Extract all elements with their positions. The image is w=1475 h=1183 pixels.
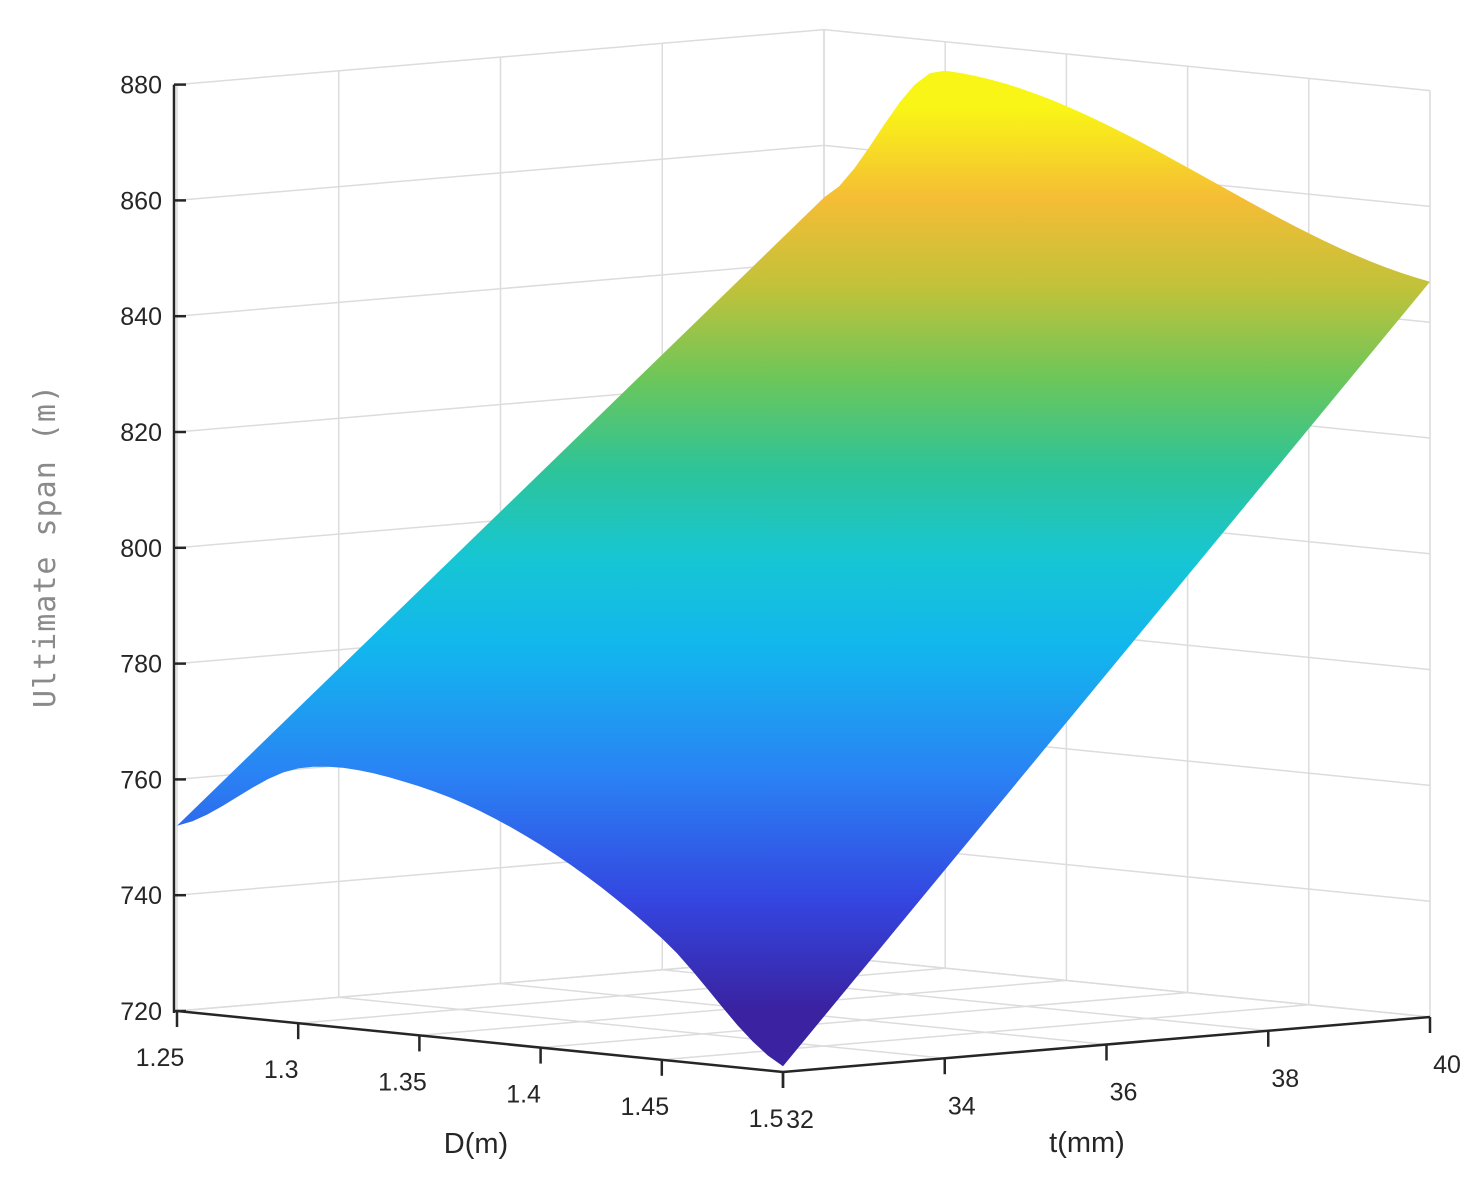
t-tick-label-2: 36 <box>1110 1079 1138 1107</box>
z-tick-label-5: 820 <box>120 419 162 447</box>
axes <box>172 83 1432 1088</box>
grid-line-t-floor-4 <box>823 955 1431 1018</box>
d-tick-label-4: 1.45 <box>620 1093 669 1121</box>
y-axis-label: t(mm) <box>1049 1127 1125 1159</box>
d-tick-label-1: 1.3 <box>264 1056 299 1084</box>
surface-layer <box>177 70 1430 1067</box>
t-tick-label-1: 34 <box>948 1092 976 1120</box>
surface-patch <box>177 70 1430 1067</box>
d-tick-label-5: 1.5 <box>749 1105 784 1133</box>
grid-line-z-7 <box>176 144 1431 208</box>
z-tick-label-3: 780 <box>120 651 162 679</box>
z-axis-label: Ultimate span (m) <box>28 384 63 708</box>
grid-line-z-8 <box>176 28 1431 92</box>
d-tick-label-2: 1.35 <box>378 1068 427 1096</box>
z-tick-label-4: 800 <box>120 535 162 563</box>
x-axis-label: D(m) <box>444 1128 508 1160</box>
t-tick-label-4: 40 <box>1433 1051 1461 1079</box>
d-tick-label-3: 1.4 <box>506 1081 541 1109</box>
z-tick-label-7: 860 <box>120 187 162 215</box>
t-tick-label-0: 32 <box>786 1106 814 1134</box>
z-tick-label-8: 880 <box>120 72 162 100</box>
z-tick-label-0: 720 <box>120 998 162 1026</box>
z-tick-label-1: 740 <box>120 882 162 910</box>
d-axis-line <box>176 1009 784 1074</box>
z-tick-label-6: 840 <box>120 303 162 331</box>
z-tick-label-2: 760 <box>120 766 162 794</box>
grid-line-t-floor-1 <box>338 996 945 1059</box>
grid-line-d-floor-3 <box>540 991 1188 1049</box>
tick-labels: 720 740 760 780 800 820 840 860 880 1.25 1.3 1.35 1.… <box>120 72 1461 1134</box>
d-tick-label-0: 1.25 <box>136 1044 185 1072</box>
t-tick-label-3: 38 <box>1271 1065 1299 1093</box>
